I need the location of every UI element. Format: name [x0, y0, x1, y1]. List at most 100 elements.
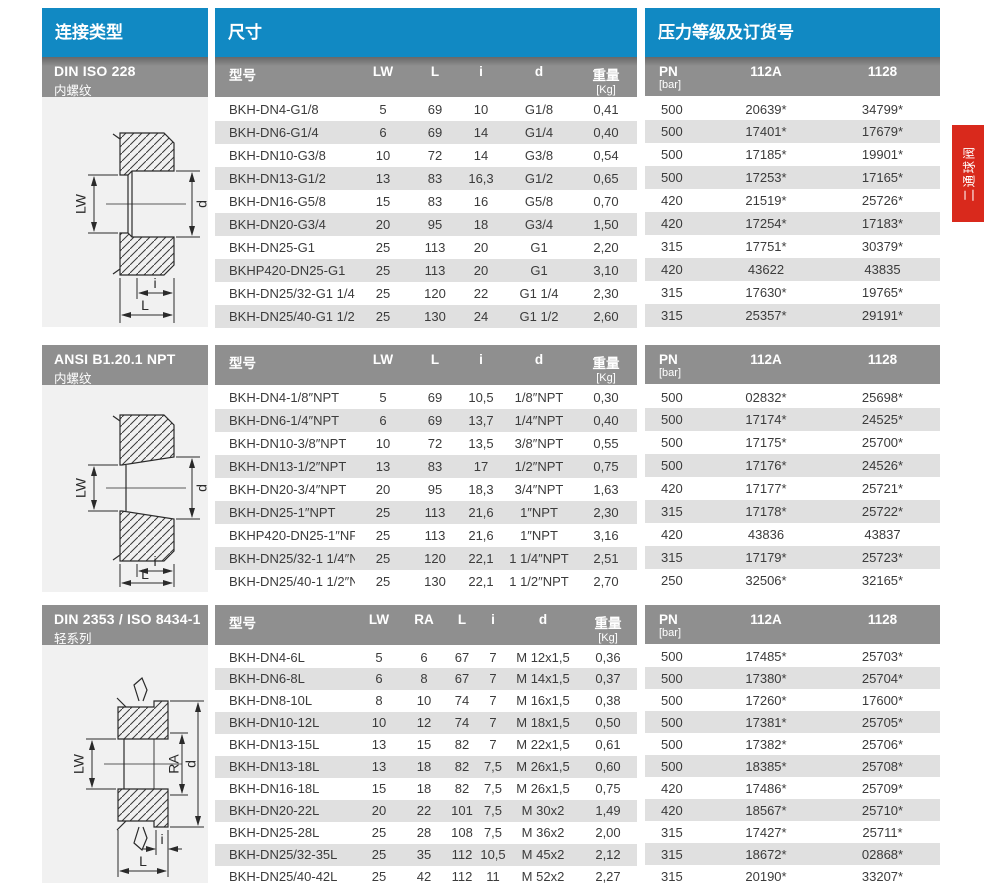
table-cell: BKH-DN20-3/4″NPT	[229, 481, 347, 497]
table-cell: 500	[661, 124, 683, 139]
table-cell: 18	[416, 781, 432, 797]
table-cell: 17175*	[745, 435, 787, 450]
table-cell: 20	[371, 803, 387, 819]
side-tab-label: 二通球阀	[962, 145, 977, 202]
section-title-ansi-npt: ANSI B1.20.1 NPT 内螺纹	[42, 345, 208, 386]
table-row: BKH-DN13-G1/2 13 83 16,3 G1/2 0,65	[215, 166, 637, 190]
col-l: L	[411, 345, 459, 387]
table-cell: 0,65	[593, 170, 619, 186]
table-cell: 2,60	[593, 308, 619, 324]
table-cell: 25	[371, 847, 387, 863]
dim-label-d: d	[194, 200, 208, 208]
table-cell: 25710*	[861, 802, 904, 818]
table-cell: 17679*	[861, 124, 904, 139]
dim-label-lw: LW	[73, 193, 89, 214]
table-cell: 17485*	[745, 649, 787, 664]
table-cell: 3,10	[593, 262, 619, 278]
table-cell: 69	[427, 412, 443, 428]
table-cell: M 45x2	[521, 847, 565, 863]
table-cell: 02868*	[861, 846, 904, 862]
table-cell: 5	[375, 649, 383, 665]
table-row: BKH-DN25-G1 25 113 20 G1 2,20	[215, 236, 637, 259]
table-cell: 15	[375, 193, 391, 209]
table-cell: 10	[375, 147, 391, 163]
table-cell: BKH-DN20-22L	[229, 803, 320, 819]
table-cell: 18672*	[745, 846, 787, 862]
table-cell: 315	[661, 308, 683, 323]
table-cell: 32165*	[861, 573, 904, 588]
table-row: BKH-DN16-G5/8 15 83 16 G5/8 0,70	[215, 190, 637, 213]
table-cell: 25708*	[861, 758, 904, 774]
table-cell: 25	[375, 550, 391, 566]
col-model: 型号	[215, 57, 355, 99]
table-cell: 500	[661, 458, 683, 473]
table-cell: 25709*	[861, 780, 904, 796]
table-cell: 315	[661, 239, 683, 254]
header-dimensions: 尺寸	[215, 8, 637, 57]
table-cell: 500	[661, 736, 683, 752]
table-row: 500 17401* 17679*	[645, 120, 940, 143]
table-cell: G1	[530, 262, 548, 278]
table-cell: 83	[427, 193, 443, 209]
table-cell: 8	[420, 671, 428, 687]
table-cell: 101	[451, 803, 473, 819]
table-cell: 17260*	[745, 692, 787, 708]
dimensions-table-1: 型号 LW L i d 重量 [Kg] BKH-DN4-G1/8 5 69 10 G1/…	[215, 57, 637, 328]
table-cell: 315	[661, 846, 683, 862]
col-model: 型号	[215, 345, 355, 387]
table-cell: 17183*	[861, 216, 904, 231]
table-cell: 0,70	[593, 193, 619, 209]
table-row: 500 17176* 24526*	[645, 454, 940, 477]
table-cell: 69	[427, 390, 443, 406]
table-cell: 30379*	[861, 239, 904, 254]
table-cell: 130	[424, 573, 446, 589]
table-cell: 72	[427, 435, 443, 451]
table-cell: 25	[371, 825, 387, 841]
table-cell: 2,00	[595, 825, 621, 841]
table-cell: BKH-DN13-G1/2	[229, 170, 326, 186]
table-cell: BKH-DN25/32-G1 1/4	[229, 285, 355, 301]
table-row: 315 17427* 25711*	[645, 821, 940, 843]
table-row: BKH-DN20-3/4″NPT 20 95 18,3 3/4″NPT 1,63	[215, 478, 637, 501]
dim-label-i: i	[160, 831, 163, 847]
table-row: BKH-DN25-28L 25 28 108 7,5 M 36x2 2,00	[215, 822, 637, 844]
table-cell: M 22x1,5	[516, 737, 570, 753]
table-cell: M 18x1,5	[516, 715, 570, 731]
table-cell: 67	[454, 649, 470, 665]
table-cell: 17	[473, 458, 489, 474]
dim-label-lw: LW	[73, 477, 89, 498]
table-cell: 17178*	[745, 504, 787, 519]
col-i: i	[459, 57, 503, 99]
section-title-line2: 内螺纹	[54, 84, 92, 98]
table-cell: 17165*	[861, 170, 904, 185]
table-row: 420 17486* 25709*	[645, 777, 940, 799]
table-cell: BKH-DN25-28L	[229, 825, 320, 841]
side-tab-ball-valve[interactable]: 二通球阀	[952, 125, 984, 222]
table-cell: 3/4″NPT	[514, 481, 564, 497]
table-row: 500 17381* 25705*	[645, 711, 940, 733]
table-cell: M 52x2	[521, 869, 565, 885]
section-title-line1: ANSI B1.20.1 NPT	[54, 351, 176, 367]
dim-label-l: L	[141, 566, 149, 582]
table-row: 315 17630* 19765*	[645, 281, 940, 304]
section-title-line2: 轻系列	[54, 632, 92, 646]
table-cell: M 36x2	[521, 825, 565, 841]
table-cell: 21,6	[468, 527, 494, 543]
table-cell: 83	[427, 170, 443, 186]
section-title-din-iso-228: DIN ISO 228 内螺纹	[42, 57, 208, 98]
table-cell: 21,6	[468, 504, 494, 520]
table-cell: 95	[427, 216, 443, 232]
table-row: BKH-DN20-22L 20 22 101 7,5 M 30x2 1,49	[215, 799, 637, 822]
table-cell: 315	[661, 504, 683, 519]
table-cell: 7	[489, 649, 497, 665]
dim-label-i: i	[153, 275, 156, 291]
table-cell: 17600*	[861, 692, 904, 708]
table-cell: 1/4″NPT	[514, 412, 564, 428]
table-cell: 420	[661, 481, 683, 496]
table-cell: 25	[375, 308, 391, 324]
table-cell: BKH-DN10-G3/8	[229, 147, 326, 163]
table-cell: 1 1/2″NPT	[509, 573, 569, 589]
table-cell: 3,16	[593, 527, 619, 543]
table-cell: 19765*	[861, 285, 904, 300]
col-weight: 重量 [Kg]	[575, 345, 637, 387]
